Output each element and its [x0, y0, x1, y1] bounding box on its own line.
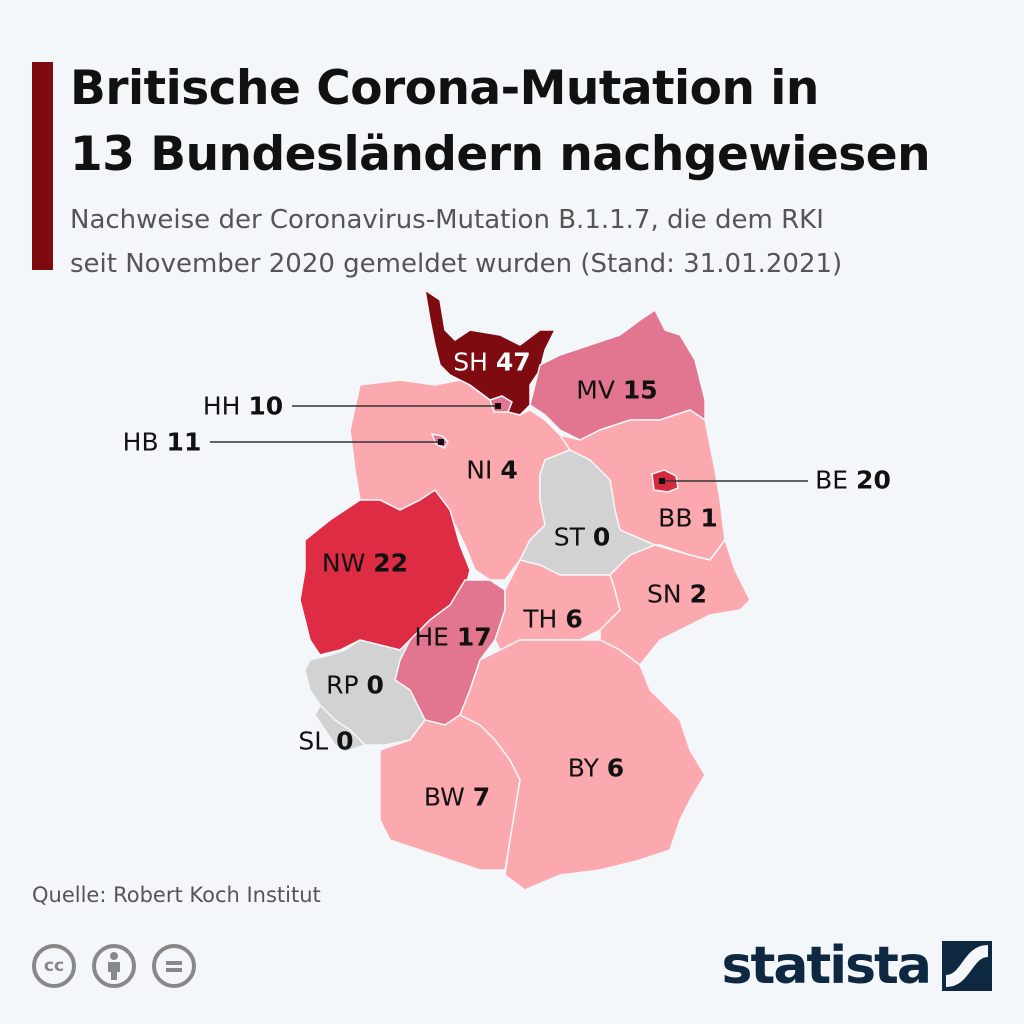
source-note: Quelle: Robert Koch Institut: [32, 883, 321, 907]
state-code: HB: [122, 427, 159, 457]
state-label-BW: BW 7: [424, 783, 490, 812]
title-line-2: 13 Bundesländern nachgewiesen: [70, 127, 931, 182]
marker-HB: [438, 439, 444, 445]
state-value: 11: [166, 427, 202, 457]
title-line-1: Britische Corona-Mutation in: [70, 61, 819, 116]
state-label-BY: BY 6: [568, 754, 624, 783]
state-label-MV: MV 15: [576, 376, 657, 405]
attribution-icon[interactable]: [92, 944, 136, 988]
brand-name: statista: [721, 936, 932, 996]
state-value: 6: [606, 753, 625, 783]
state-value: 47: [495, 347, 531, 377]
state-value: 15: [622, 375, 658, 405]
state-value: 0: [366, 670, 384, 700]
state-label-SH: SH 47: [453, 348, 530, 377]
state-value: 20: [856, 465, 891, 495]
marker-BE: [659, 478, 665, 484]
state-value: 0: [336, 726, 354, 756]
marker-HH: [495, 403, 501, 409]
no-derivatives-icon[interactable]: [152, 944, 196, 988]
state-code: NW: [321, 548, 366, 578]
statista-logo[interactable]: statista: [722, 936, 992, 996]
state-label-RP: RP 0: [326, 671, 384, 700]
state-code: NI: [466, 455, 493, 485]
state-label-BE: BE 20: [815, 466, 891, 495]
state-label-SL: SL 0: [298, 727, 353, 756]
state-label-HE: HE 17: [414, 623, 491, 652]
state-code: BE: [815, 465, 849, 495]
subtitle: Nachweise der Coronavirus-Mutation B.1.1…: [70, 198, 842, 286]
state-label-HB: HB 11: [123, 428, 202, 457]
state-code: TH: [523, 604, 558, 634]
state-value: 7: [472, 782, 491, 812]
state-code: BW: [423, 782, 465, 812]
state-code: MV: [576, 375, 615, 405]
state-value: 6: [565, 604, 583, 634]
state-value: 0: [592, 522, 611, 552]
state-code: BY: [567, 753, 599, 783]
state-value: 10: [248, 391, 284, 421]
state-SH[interactable]: [423, 288, 557, 416]
state-code: SL: [298, 726, 329, 756]
subtitle-line-2: seit November 2020 gemeldet wurden (Stan…: [70, 249, 843, 279]
state-label-BB: BB 1: [658, 504, 718, 533]
state-code: ST: [553, 522, 585, 552]
state-label-SN: SN 2: [647, 580, 707, 609]
state-code: RP: [326, 670, 359, 700]
state-value: 17: [456, 622, 492, 652]
state-code: HH: [202, 391, 241, 421]
state-SL[interactable]: [314, 703, 367, 753]
state-label-ST: ST 0: [554, 523, 611, 552]
state-BY[interactable]: [459, 639, 706, 891]
subtitle-line-1: Nachweise der Coronavirus-Mutation B.1.1…: [70, 205, 824, 235]
state-code: BB: [658, 503, 693, 533]
state-code: SH: [453, 347, 488, 377]
cc-icon[interactable]: cc: [32, 944, 76, 988]
state-label-NI: NI 4: [466, 456, 517, 485]
state-label-NW: NW 22: [322, 549, 408, 578]
state-code: SN: [647, 579, 682, 609]
page-title: Britische Corona-Mutation in 13 Bundeslä…: [70, 56, 931, 188]
accent-bar: [32, 62, 53, 270]
state-label-TH: TH 6: [523, 605, 582, 634]
state-value: 4: [500, 455, 518, 485]
state-value: 2: [689, 579, 707, 609]
statista-mark-icon: [942, 941, 992, 991]
state-code: HE: [414, 622, 449, 652]
state-label-HH: HH 10: [203, 392, 283, 421]
state-value: 1: [700, 503, 718, 533]
state-MV[interactable]: [529, 308, 706, 441]
state-value: 22: [373, 548, 409, 578]
